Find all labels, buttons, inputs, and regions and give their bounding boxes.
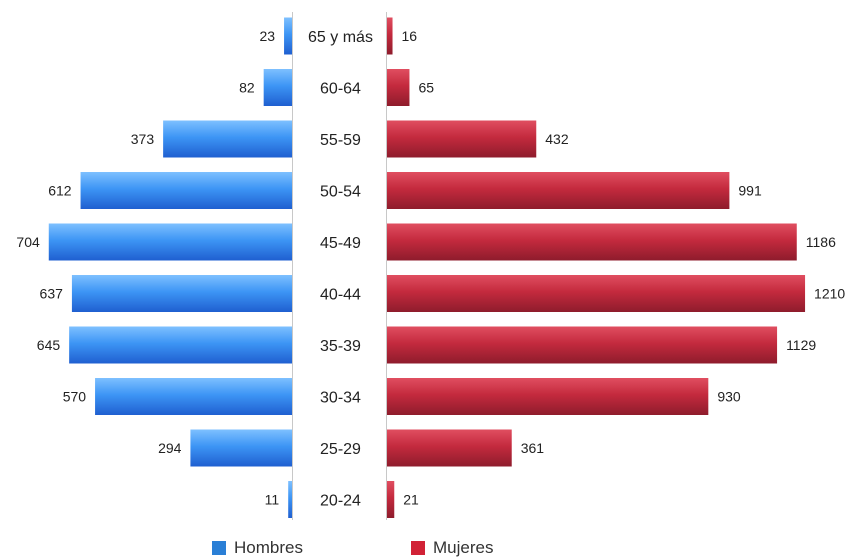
legend-item-hombres: Hombres [212, 538, 303, 558]
data-label-hombres: 11 [265, 492, 280, 508]
category-label: 30-34 [320, 390, 361, 407]
legend-swatch-mujeres [411, 541, 425, 555]
legend-swatch-hombres [212, 541, 226, 555]
category-label: 65 y más [308, 29, 373, 46]
bar-hombres [190, 429, 292, 467]
bar-hombres [284, 17, 292, 55]
data-label-mujeres: 991 [738, 183, 762, 199]
data-label-mujeres: 930 [717, 389, 741, 405]
bar-mujeres [387, 481, 395, 518]
bar-mujeres [387, 275, 806, 312]
data-label-mujeres: 1129 [786, 337, 816, 353]
bar-mujeres [387, 326, 778, 364]
category-label: 45-49 [320, 235, 361, 252]
legend-label-hombres: Hombres [234, 538, 303, 557]
data-label-mujeres: 65 [418, 80, 434, 96]
category-label: 35-39 [320, 338, 361, 355]
bar-mujeres [387, 17, 393, 55]
category-label: 40-44 [320, 287, 361, 304]
category-label: 20-24 [320, 493, 361, 510]
category-label: 60-64 [320, 81, 361, 98]
data-label-hombres: 294 [158, 440, 182, 456]
data-label-hombres: 373 [131, 131, 155, 147]
data-label-mujeres: 1210 [814, 286, 845, 302]
data-label-hombres: 82 [239, 80, 255, 96]
bar-mujeres [387, 429, 512, 467]
data-label-hombres: 645 [37, 337, 61, 353]
category-label: 55-59 [320, 132, 361, 149]
data-label-mujeres: 21 [403, 492, 419, 508]
bar-mujeres [387, 172, 730, 209]
data-label-mujeres: 432 [545, 131, 569, 147]
category-label: 25-29 [320, 441, 361, 458]
bar-mujeres [387, 223, 797, 261]
data-label-hombres: 637 [40, 286, 64, 302]
population-pyramid-chart: 23 16 65 y más 82 65 60-64 373 432 55-59 612 991 50… [16, 12, 845, 520]
bar-mujeres [387, 120, 537, 158]
data-label-mujeres: 16 [402, 28, 418, 44]
bar-hombres [48, 223, 292, 261]
bar-hombres [71, 275, 292, 312]
bar-hombres [163, 120, 292, 158]
data-label-hombres: 570 [63, 389, 87, 405]
bar-hombres [95, 378, 292, 415]
legend-label-mujeres: Mujeres [433, 538, 494, 557]
data-label-mujeres: 1186 [806, 234, 836, 250]
bar-hombres [263, 69, 292, 106]
data-label-hombres: 23 [259, 28, 275, 44]
category-label: 50-54 [320, 184, 361, 201]
data-label-hombres: 704 [16, 234, 40, 250]
bar-hombres [80, 172, 292, 209]
bar-hombres [288, 481, 292, 518]
data-label-hombres: 612 [48, 183, 72, 199]
data-label-mujeres: 361 [521, 440, 545, 456]
legend-item-mujeres: Mujeres [411, 538, 493, 558]
bar-mujeres [387, 378, 709, 415]
bar-mujeres [387, 69, 410, 106]
bar-hombres [69, 326, 292, 364]
